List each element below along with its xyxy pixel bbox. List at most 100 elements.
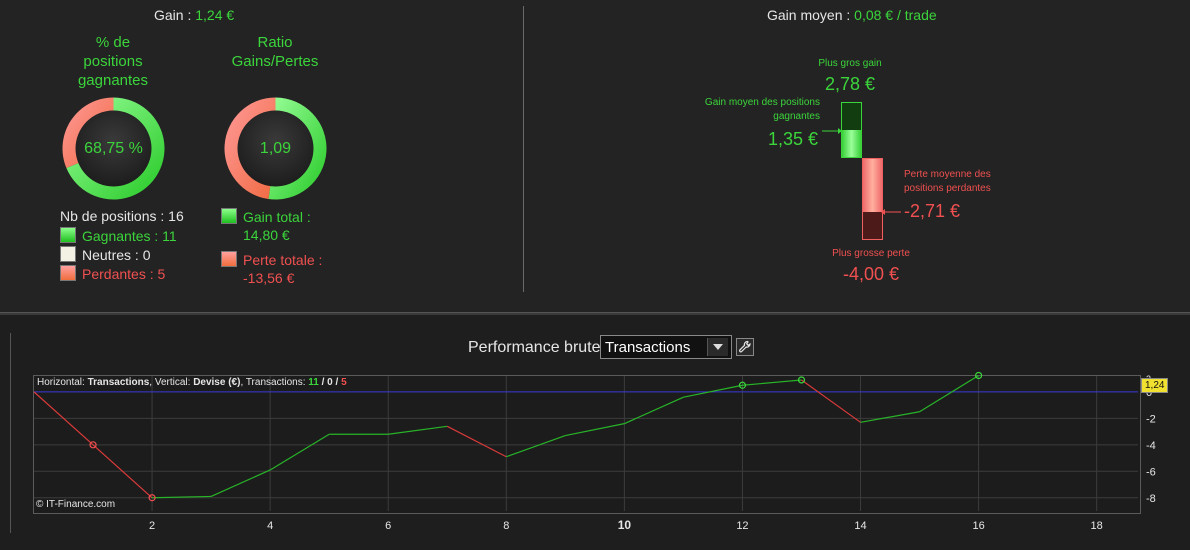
gain-label: Gain : xyxy=(154,7,192,23)
info-vertical-value: Devise (€) xyxy=(193,377,241,388)
x-tick-6: 6 xyxy=(385,520,391,532)
gain-header: Gain : 1,24 € xyxy=(154,7,234,23)
gain-total-value: 14,80 € xyxy=(243,227,290,243)
avg-loss-label-line2: positions perdantes xyxy=(904,183,991,194)
avg-loss-label: Perte moyenne des positions perdantes xyxy=(904,168,1024,196)
ratio-donut xyxy=(224,97,327,200)
losing-label: Perdantes : 5 xyxy=(82,266,166,282)
ratio-title-line1: Ratio xyxy=(257,34,293,51)
y-tick--6: -6 xyxy=(1146,466,1156,478)
avg-win-value: 1,35 € xyxy=(768,129,819,149)
panel-separator xyxy=(0,312,1190,315)
avg-win-bar xyxy=(841,130,862,158)
win-pct-value: 68,75 % xyxy=(84,140,143,157)
gain-total-swatch xyxy=(221,208,237,224)
series-segment-6 xyxy=(388,425,448,435)
ratio-title-line2: Gains/Pertes xyxy=(231,53,319,70)
avg-loss-bar xyxy=(862,158,883,213)
legend-losing: Perdantes : 5 xyxy=(60,265,165,282)
win-pct-title-line2: positions xyxy=(83,53,143,70)
gain-value: 1,24 € xyxy=(195,7,235,23)
point-marker-13 xyxy=(797,376,806,384)
x-tick-14: 14 xyxy=(854,520,866,532)
x-tick-18: 18 xyxy=(1091,520,1103,532)
win-pct-loss-slice xyxy=(62,97,114,169)
max-loss-bar xyxy=(862,212,883,240)
wrench-icon xyxy=(739,340,751,353)
max-loss-value: -4,00 € xyxy=(842,264,900,284)
chevron-down-icon[interactable] xyxy=(707,338,728,356)
info-horizontal-label: Horizontal: xyxy=(37,377,88,388)
y-tick--8: -8 xyxy=(1146,493,1156,505)
info-vertical-label: , Vertical: xyxy=(149,377,194,388)
last-value-badge: 1,24 xyxy=(1141,378,1169,393)
gain-total-label: Gain total : xyxy=(243,209,311,225)
ratio-title: Ratio Gains/Pertes xyxy=(220,33,330,71)
series-segment-7 xyxy=(446,425,507,458)
vertical-divider xyxy=(523,6,524,292)
win-pct-donut xyxy=(62,97,165,200)
legend-winning: Gagnantes : 11 xyxy=(60,227,177,244)
avg-win-arrow-icon xyxy=(822,128,842,134)
performance-mode-value: Transactions xyxy=(605,339,691,356)
series-segment-13 xyxy=(801,379,861,423)
ratio-value: 1,09 xyxy=(259,140,292,157)
series-segment-9 xyxy=(565,423,625,437)
losing-swatch xyxy=(60,265,76,281)
x-tick-12: 12 xyxy=(736,520,748,532)
winning-swatch xyxy=(60,227,76,243)
info-tx-neutral: 0 xyxy=(327,377,333,388)
y-tick--4: -4 xyxy=(1146,440,1156,452)
x-tick-2: 2 xyxy=(149,520,155,532)
win-pct-title-line1: % de xyxy=(95,34,131,51)
point-marker-12 xyxy=(738,381,747,389)
info-tx-sep2: / xyxy=(332,377,342,388)
series-segment-15 xyxy=(919,374,979,413)
avg-gain-value: 0,08 € / trade xyxy=(854,7,937,23)
series-segment-11 xyxy=(683,384,743,398)
avg-loss-value: -2,71 € xyxy=(904,201,961,221)
info-tx-win: 11 xyxy=(308,377,319,388)
series-segment-14 xyxy=(860,411,920,423)
loss-total-value: -13,56 € xyxy=(243,270,295,286)
point-marker-2 xyxy=(148,494,156,502)
info-tx-sep1: / xyxy=(318,377,328,388)
avg-win-label: Gain moyen des positions gagnantes xyxy=(670,96,820,124)
ratio-loss-slice xyxy=(224,97,276,200)
x-tick-8: 8 xyxy=(503,520,509,532)
series-segment-8 xyxy=(506,434,566,458)
max-gain-value: 2,78 € xyxy=(824,74,876,94)
avg-loss-label-line1: Perte moyenne des xyxy=(904,169,991,180)
loss-total-swatch xyxy=(221,251,237,267)
winning-label: Gagnantes : 11 xyxy=(82,228,177,244)
info-tx-loss: 5 xyxy=(341,377,347,388)
neutral-swatch xyxy=(60,246,76,262)
max-gain-label: Plus gros gain xyxy=(818,58,882,69)
y-tick--2: -2 xyxy=(1146,413,1156,425)
ratio-win-slice xyxy=(268,97,327,200)
series-segment-3 xyxy=(210,469,271,497)
copyright: © IT-Finance.com xyxy=(36,499,116,510)
loss-total-label: Perte totale : xyxy=(243,252,323,268)
performance-mode-select[interactable]: Transactions xyxy=(600,335,732,359)
statistics-panel xyxy=(0,0,1190,312)
avg-win-label-line1: Gain moyen des positions xyxy=(704,97,820,108)
chart-settings-button[interactable] xyxy=(736,338,754,356)
info-tx-label: , Transactions: xyxy=(240,377,309,388)
max-gain-bar xyxy=(841,102,862,131)
avg-gain-label: Gain moyen : xyxy=(767,7,851,23)
legend-neutral: Neutres : 0 xyxy=(60,246,150,263)
series-segment-2 xyxy=(152,495,212,499)
panel-left-border xyxy=(10,333,11,533)
x-tick-10: 10 xyxy=(618,518,632,532)
performance-title: Performance brute xyxy=(468,339,601,356)
gain-total: Gain total : xyxy=(221,208,311,225)
avg-gain-header: Gain moyen : 0,08 € / trade xyxy=(767,7,937,23)
avg-loss-arrow-icon xyxy=(881,209,901,215)
chart-info-line: Horizontal: Transactions, Vertical: Devi… xyxy=(37,377,347,388)
series-segment-4 xyxy=(269,433,330,471)
series-segment-0 xyxy=(33,391,94,446)
series-segment-12 xyxy=(742,379,802,386)
series-segment-1 xyxy=(92,444,153,499)
